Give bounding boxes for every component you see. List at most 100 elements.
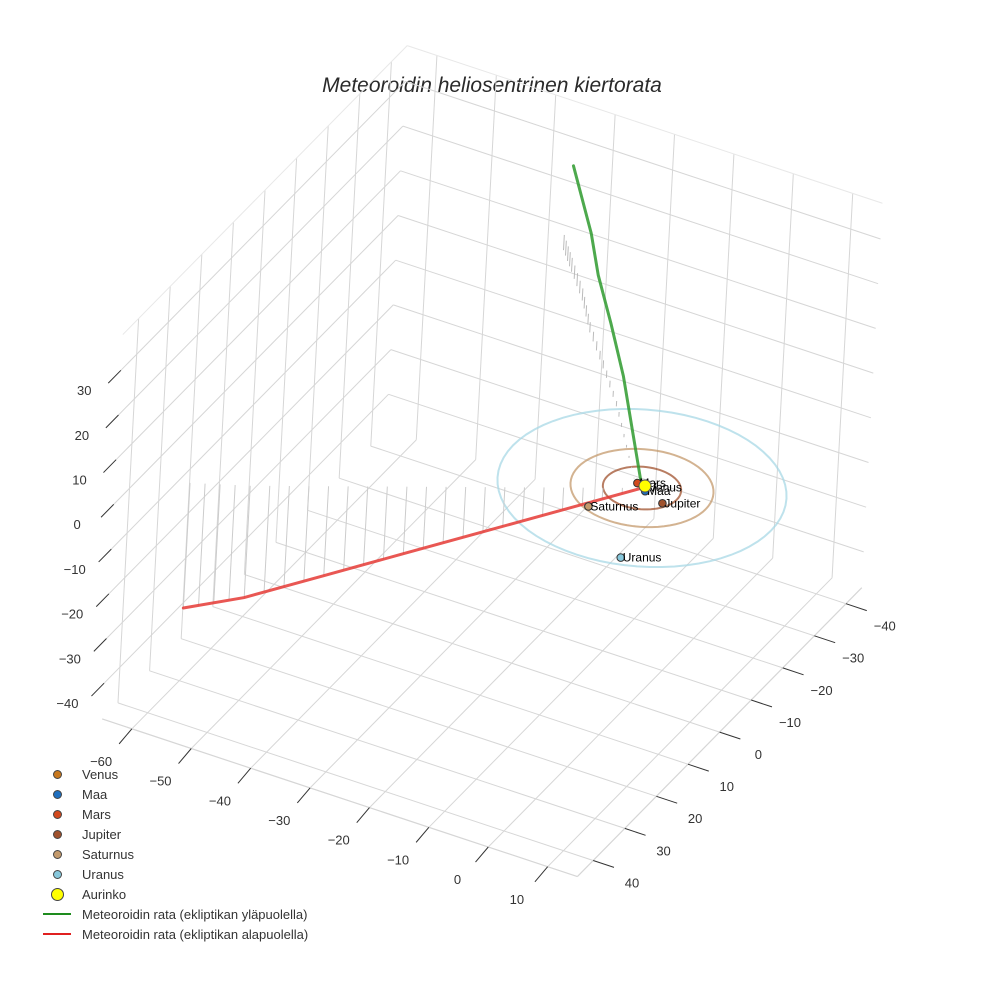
drop-line (565, 240, 567, 256)
drop-line (502, 487, 506, 527)
drop-line (343, 486, 349, 571)
drop-line (442, 486, 447, 543)
legend-item[interactable]: Maa (40, 784, 308, 804)
legend-item[interactable]: Jupiter (40, 824, 308, 844)
tick-mark (475, 846, 489, 863)
planet-label: Maa (647, 484, 671, 498)
grid-line (117, 318, 140, 703)
drop-line (542, 487, 545, 516)
tick-label: 0 (454, 872, 461, 887)
tick-mark (687, 763, 709, 772)
drop-line (303, 486, 310, 582)
orbit-jupiter (601, 465, 683, 511)
grid-line (212, 606, 689, 765)
tick-label: −30 (842, 651, 864, 666)
tick-label: 30 (77, 383, 91, 398)
legend-label: Jupiter (82, 826, 122, 842)
planet-jupiter[interactable] (658, 498, 667, 508)
grid-line (120, 81, 406, 371)
grid-line (397, 215, 874, 374)
legend-marker-icon (40, 789, 74, 799)
drop-line (583, 296, 586, 309)
tick-label: −10 (64, 562, 86, 577)
legend-item[interactable]: Meteoroidin rata (ekliptikan alapuolella… (40, 924, 308, 944)
legend-item[interactable]: Meteoroidin rata (ekliptikan yläpuolella… (40, 904, 308, 924)
drop-line (482, 487, 486, 532)
tick-mark (95, 593, 110, 607)
drop-line (283, 485, 290, 587)
drop-line (589, 322, 591, 333)
tick-mark (118, 728, 133, 745)
grid-line (122, 45, 408, 335)
legend-item[interactable]: Aurinko (40, 884, 308, 904)
drop-line (581, 288, 584, 301)
grid-line (181, 638, 657, 797)
grid-line (405, 80, 881, 240)
legend-item[interactable]: Mars (40, 804, 308, 824)
drop-line (576, 273, 579, 287)
grid-line (149, 286, 171, 671)
meteoroid-trajectories (181, 164, 644, 610)
legend-label: Saturnus (82, 846, 135, 862)
legend-line-icon (40, 913, 74, 915)
sun-marker[interactable] (638, 479, 652, 493)
legend-label: Meteoroidin rata (ekliptikan yläpuolella… (82, 906, 308, 922)
tick-label: 0 (755, 747, 762, 762)
grid-line (101, 718, 578, 878)
grid-line (243, 190, 266, 575)
planet-label: Jupiter (664, 496, 700, 510)
tick-label: −30 (268, 813, 290, 828)
legend-item[interactable]: Saturnus (40, 844, 308, 864)
legend-label: Maa (82, 786, 108, 802)
drop-line (228, 485, 236, 601)
legend-marker-icon (40, 769, 74, 779)
trajectory-below-ecliptic (181, 486, 644, 610)
grid-line (407, 45, 883, 204)
tick-mark (100, 504, 115, 518)
tick-mark (98, 548, 112, 563)
drop-line (592, 331, 595, 342)
tick-label: −40 (874, 619, 896, 634)
tick-mark (415, 826, 430, 843)
tick-mark (105, 414, 119, 429)
tick-mark (356, 807, 370, 824)
drop-line (402, 486, 408, 554)
planet-label: Saturnus (590, 499, 638, 513)
grid-line (275, 541, 752, 701)
drop-line (522, 487, 525, 521)
drop-line (561, 487, 565, 510)
grid-line (415, 55, 438, 440)
legend-marker-icon (40, 849, 74, 859)
grid-line (307, 125, 329, 511)
grid-line (117, 702, 594, 861)
planet-uranus[interactable] (616, 553, 626, 562)
legend-item[interactable]: Venus (40, 764, 308, 784)
grid-line (244, 574, 720, 733)
tick-label: 20 (75, 428, 89, 443)
tick-label: −10 (779, 715, 801, 730)
tick-mark (719, 731, 741, 740)
tick-label: −20 (61, 607, 83, 622)
grid-line (831, 193, 854, 578)
drop-line (581, 487, 584, 505)
legend-marker-icon (40, 887, 74, 901)
drop-line (587, 313, 589, 325)
grid-line (275, 157, 298, 543)
legend-item[interactable]: Uranus (40, 864, 308, 884)
legend-label: Venus (82, 766, 119, 782)
grid-line (110, 259, 397, 550)
tick-label: −40 (209, 793, 231, 808)
drop-line (569, 252, 571, 267)
legend-label: Mars (82, 806, 111, 822)
grid-line (149, 670, 625, 829)
grid-line (534, 94, 557, 480)
grid-line (390, 349, 867, 508)
planet-saturnus[interactable] (584, 502, 593, 511)
grid-line (402, 125, 879, 285)
grid-line (118, 125, 404, 416)
legend-line-icon (40, 933, 74, 935)
drop-line (243, 485, 251, 598)
tick-mark (91, 682, 105, 697)
legend-label: Meteoroidin rata (ekliptikan alapuolella… (82, 926, 309, 942)
